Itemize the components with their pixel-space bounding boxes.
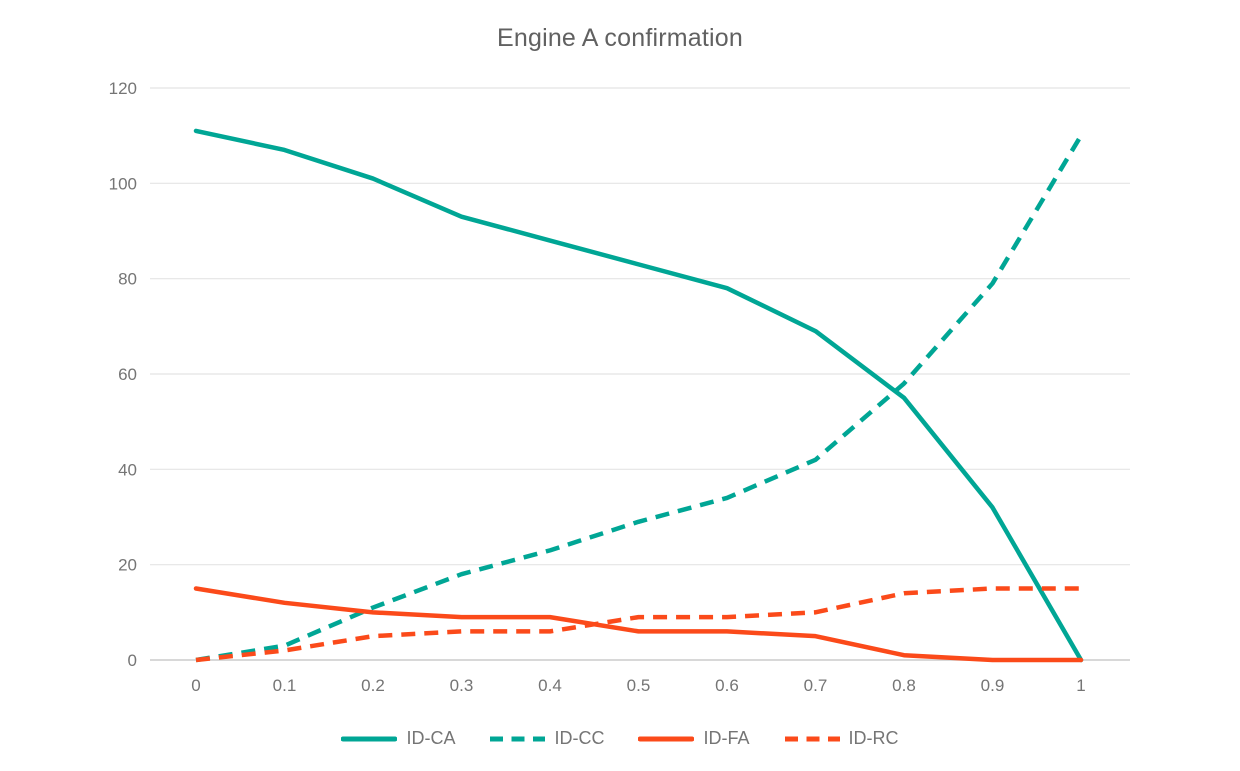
x-tick-label: 0 [191, 676, 200, 695]
x-tick-label: 0.5 [627, 676, 651, 695]
legend-label: ID-RC [848, 728, 899, 748]
x-tick-label: 0.7 [804, 676, 828, 695]
x-tick-label: 1 [1076, 676, 1085, 695]
solid-line-icon [638, 736, 695, 741]
legend-label: ID-FA [703, 728, 750, 748]
legend: ID-CA ID-CC ID-FA ID-RC [0, 728, 1240, 749]
legend-item-id-cc: ID-CC [489, 728, 604, 749]
x-tick-label: 0.8 [892, 676, 916, 695]
y-tick-label: 40 [118, 460, 137, 479]
legend-item-id-fa: ID-FA [638, 728, 750, 749]
legend-label: ID-CA [406, 728, 456, 748]
y-tick-label: 80 [118, 270, 137, 289]
y-tick-label: 100 [109, 174, 137, 193]
legend-item-id-ca: ID-CA [341, 728, 455, 749]
legend-item-id-rc: ID-RC [784, 728, 899, 749]
solid-line-icon [341, 736, 398, 741]
series-line-id-ca [193, 128, 1084, 663]
series-line-id-cc [195, 134, 1083, 663]
chart-title: Engine A confirmation [496, 24, 744, 52]
x-tick-label: 0.1 [273, 676, 297, 695]
dashed-line-icon [784, 736, 840, 741]
x-tick-label: 0.6 [715, 676, 739, 695]
series-line-id-fa [193, 586, 1084, 663]
x-tick-label: 0.4 [538, 676, 562, 695]
x-tick-label: 0.3 [450, 676, 474, 695]
series-line-id-rc [195, 586, 1081, 663]
y-tick-label: 60 [118, 365, 137, 384]
x-tick-label: 0.9 [981, 676, 1005, 695]
dashed-line-icon [490, 736, 546, 741]
y-tick-label: 20 [118, 556, 137, 575]
y-tick-label: 0 [128, 651, 137, 670]
x-tick-label: 0.2 [361, 676, 385, 695]
legend-label: ID-CC [554, 728, 605, 748]
y-tick-label: 120 [109, 79, 137, 98]
